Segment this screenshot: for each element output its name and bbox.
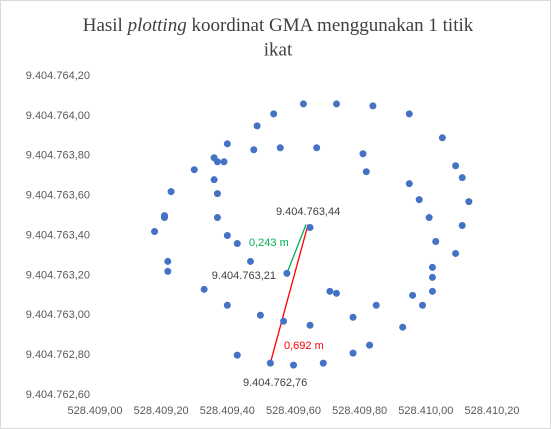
point <box>233 351 241 359</box>
point <box>438 134 446 142</box>
point <box>372 301 380 309</box>
x-tick-label: 528.410,20 <box>464 405 519 417</box>
x-tick-label: 528.409,20 <box>134 405 189 417</box>
y-tick-label: 9.404.762,60 <box>26 389 90 401</box>
x-tick-label: 528.409,60 <box>266 405 321 417</box>
point <box>213 214 221 222</box>
title-part: plotting <box>126 15 187 36</box>
x-tick-label: 528.409,40 <box>200 405 255 417</box>
point <box>256 311 264 319</box>
point <box>283 269 291 277</box>
point <box>306 224 314 232</box>
x-tick-label: 528.409,00 <box>67 405 122 417</box>
point <box>369 102 377 110</box>
point <box>299 100 307 108</box>
point <box>250 146 258 154</box>
point <box>452 162 460 170</box>
annotation: 0,692 m <box>284 340 324 352</box>
point <box>233 239 241 247</box>
point <box>415 196 423 204</box>
point <box>333 100 341 108</box>
y-tick-label: 9.404.763,00 <box>26 309 90 321</box>
point <box>210 176 218 184</box>
point <box>164 267 172 275</box>
point <box>266 359 274 367</box>
point <box>428 273 436 281</box>
point <box>160 214 168 222</box>
y-tick-label: 9.404.763,40 <box>26 229 90 241</box>
point <box>428 263 436 271</box>
point <box>405 180 413 188</box>
annotation: 9.404.762,76 <box>243 377 307 389</box>
point <box>409 291 417 299</box>
point <box>220 158 228 166</box>
point <box>326 287 334 295</box>
point <box>333 289 341 297</box>
point <box>432 237 440 245</box>
point <box>280 317 288 325</box>
point <box>425 214 433 222</box>
point <box>458 174 466 182</box>
point <box>164 257 172 265</box>
point <box>362 168 370 176</box>
y-tick-label: 9.404.763,80 <box>26 150 90 162</box>
point <box>276 144 284 152</box>
annotation: 9.404.763,21 <box>212 270 276 282</box>
point <box>200 285 208 293</box>
annotation: 0,243 m <box>249 237 289 249</box>
point <box>190 166 198 174</box>
point <box>359 150 367 158</box>
point <box>223 232 231 239</box>
point <box>349 313 357 321</box>
chart-title: ikat <box>264 39 293 60</box>
point <box>223 140 231 148</box>
point <box>452 249 460 257</box>
chart-title: Hasil plotting koordinat GMA menggunakan… <box>83 15 474 36</box>
y-tick-label: 9.404.763,60 <box>26 190 90 202</box>
point <box>167 188 175 196</box>
point <box>366 341 374 349</box>
point <box>465 198 473 206</box>
distance-line <box>269 224 309 364</box>
point <box>458 222 466 230</box>
y-tick-label: 9.404.764,00 <box>26 110 90 122</box>
title-part: koordinat GMA menggunakan 1 titik <box>191 15 473 36</box>
point <box>428 287 436 295</box>
x-tick-label: 528.410,00 <box>398 405 453 417</box>
title-part: Hasil <box>83 15 123 36</box>
point <box>319 359 327 367</box>
distance-line <box>286 224 307 274</box>
point <box>290 361 297 369</box>
point <box>349 349 357 357</box>
point <box>253 122 261 130</box>
y-tick-label: 9.404.763,20 <box>26 269 90 281</box>
point <box>405 110 413 118</box>
y-tick-label: 9.404.764,20 <box>26 70 90 82</box>
point <box>270 110 278 118</box>
point <box>151 228 159 236</box>
point <box>246 257 254 265</box>
point <box>313 144 321 152</box>
y-tick-label: 9.404.762,80 <box>26 349 90 361</box>
x-tick-label: 528.409,80 <box>332 405 387 417</box>
point <box>223 301 231 309</box>
point <box>306 321 314 329</box>
point <box>399 323 407 331</box>
annotation: 9.404.763,44 <box>276 206 340 218</box>
point <box>213 158 221 166</box>
point <box>419 301 427 309</box>
point <box>213 190 221 198</box>
